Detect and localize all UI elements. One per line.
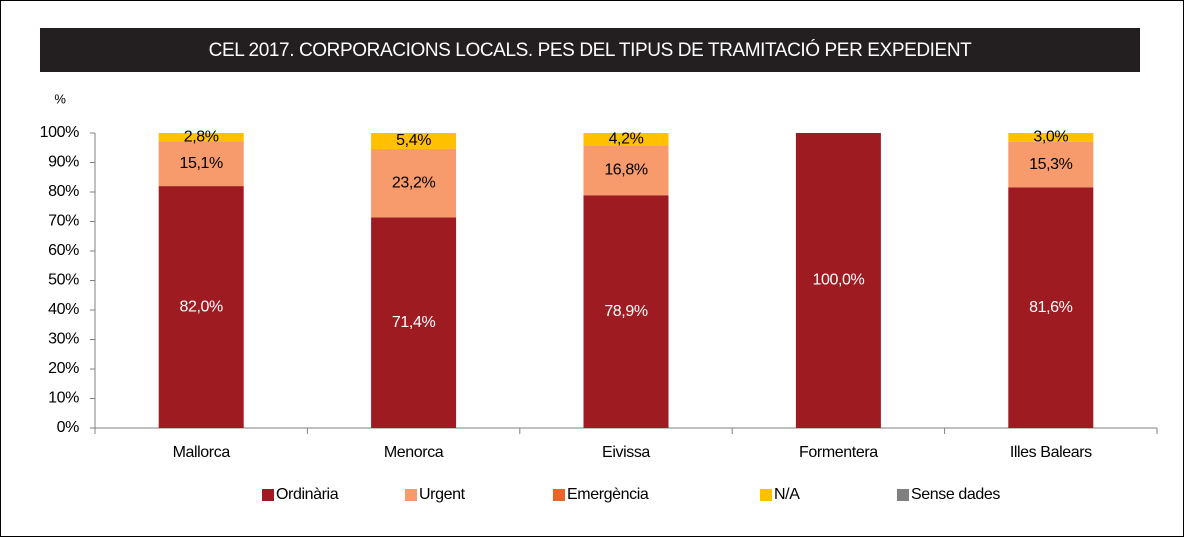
bar-segment	[795, 133, 881, 428]
x-tick-label: Formentera	[799, 444, 878, 461]
y-tick-label: 40%	[48, 301, 79, 318]
legend-label: Ordinària	[276, 486, 339, 503]
data-label: 5,4%	[396, 132, 431, 149]
data-label: 71,4%	[392, 314, 436, 331]
y-tick-label: 30%	[48, 331, 79, 348]
data-label: 16,8%	[604, 162, 648, 179]
y-tick-label: 90%	[48, 154, 79, 171]
data-label: 2,8%	[184, 128, 219, 145]
bar-segment	[583, 133, 669, 146]
bar-segment	[583, 145, 669, 196]
x-tick-label: Mallorca	[173, 444, 231, 461]
y-tick-label: 0%	[57, 419, 79, 436]
legend-swatch	[760, 489, 772, 501]
y-axis-label: %	[54, 91, 66, 106]
data-label: 100,0%	[812, 272, 864, 289]
legend-swatch	[553, 489, 565, 501]
bar-segment	[158, 141, 244, 187]
y-tick-label: 20%	[48, 360, 79, 377]
bar-segment	[158, 186, 244, 428]
data-label: 15,1%	[180, 155, 224, 172]
data-label: 3,0%	[1033, 129, 1068, 146]
legend-label: Emergència	[567, 486, 649, 503]
y-tick-label: 60%	[48, 242, 79, 259]
legend-swatch	[262, 489, 274, 501]
x-tick-label: Eivissa	[602, 444, 650, 461]
chart-title: CEL 2017. CORPORACIONS LOCALS. PES DEL T…	[209, 39, 973, 61]
legend-label: Sense dades	[911, 486, 1000, 503]
bar-segment	[371, 217, 457, 428]
legend-label: Urgent	[419, 486, 466, 503]
bar-segment	[371, 133, 457, 149]
y-tick-label: 10%	[48, 390, 79, 407]
bar-segment	[1008, 187, 1094, 428]
y-tick-label: 80%	[48, 183, 79, 200]
legend-swatch	[405, 489, 417, 501]
bar-segment	[1008, 142, 1094, 188]
legend-label: N/A	[774, 486, 800, 503]
title-bar	[40, 28, 1140, 72]
bar-segment	[158, 133, 244, 142]
data-label: 15,3%	[1029, 156, 1073, 173]
bar-segment	[1008, 133, 1094, 142]
y-tick-label: 50%	[48, 272, 79, 289]
data-label: 81,6%	[1029, 299, 1073, 316]
x-tick-label: Illes Balears	[1010, 444, 1092, 461]
data-label: 23,2%	[392, 174, 436, 191]
bar-segment	[583, 195, 669, 428]
data-label: 4,2%	[609, 130, 644, 147]
y-tick-label: 100%	[40, 124, 79, 141]
y-tick-label: 70%	[48, 213, 79, 230]
data-label: 82,0%	[180, 298, 224, 315]
data-label: 78,9%	[604, 303, 648, 320]
x-tick-label: Menorca	[384, 444, 444, 461]
bar-segment	[371, 148, 457, 218]
legend-swatch	[897, 489, 909, 501]
